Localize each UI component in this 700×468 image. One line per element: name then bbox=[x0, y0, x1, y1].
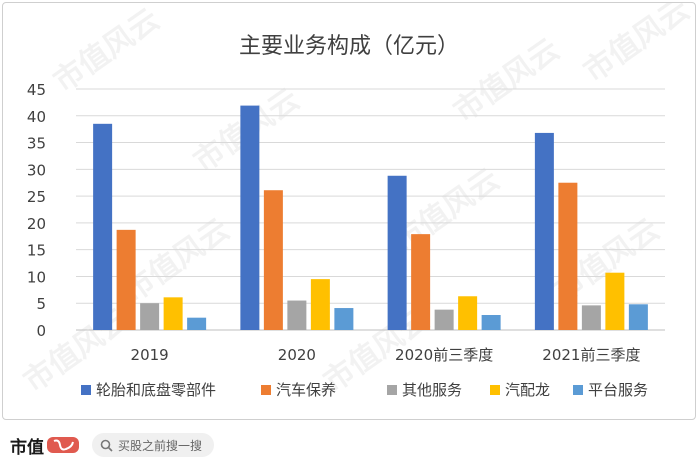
x-tick-label: 2020 bbox=[278, 346, 316, 364]
bar bbox=[434, 309, 454, 330]
y-tick-label: 35 bbox=[27, 135, 46, 153]
watermark-text: 市值风云 bbox=[448, 32, 566, 129]
brand-text: 市值 bbox=[10, 437, 44, 458]
bar bbox=[534, 132, 554, 330]
x-tick-label: 2020前三季度 bbox=[395, 346, 493, 364]
watermark-layer: 市值风云市值风云市值风云市值风云市值风云市值风云市值风云市值风云市值风云 bbox=[18, 3, 696, 400]
bar-chart: 市值风云市值风云市值风云市值风云市值风云市值风云市值风云市值风云市值风云 主要业… bbox=[18, 3, 696, 400]
bar bbox=[458, 296, 478, 330]
y-tick-label: 30 bbox=[27, 161, 46, 179]
watermark-text: 市值风云 bbox=[578, 3, 696, 90]
watermark-text: 市值风云 bbox=[48, 3, 166, 100]
search-box[interactable]: 买股之前搜一搜 bbox=[92, 433, 214, 457]
x-tick-label: 2019 bbox=[131, 346, 169, 364]
legend-swatch bbox=[573, 385, 583, 395]
bar bbox=[581, 305, 601, 330]
bar bbox=[558, 182, 578, 330]
y-tick-label: 0 bbox=[36, 322, 46, 340]
y-tick-label: 15 bbox=[27, 242, 46, 260]
footer: 市值 买股之前搜一搜 bbox=[0, 422, 700, 468]
bar bbox=[605, 272, 625, 330]
bar bbox=[481, 315, 501, 330]
bar bbox=[187, 317, 207, 330]
legend-swatch bbox=[387, 385, 397, 395]
bar bbox=[140, 303, 160, 330]
legend-swatch bbox=[81, 385, 91, 395]
legend-label: 轮胎和底盘零部件 bbox=[96, 381, 216, 399]
x-tick-label: 2021前三季度 bbox=[542, 346, 640, 364]
bar bbox=[287, 300, 307, 330]
bar bbox=[387, 175, 407, 330]
y-tick-label: 25 bbox=[27, 188, 46, 206]
y-tick-label: 5 bbox=[36, 295, 46, 313]
y-tick-label: 20 bbox=[27, 215, 46, 233]
legend: 轮胎和底盘零部件 汽车保养 其他服务 汽配龙 平台服务 bbox=[81, 381, 648, 399]
y-tick-label: 10 bbox=[27, 268, 46, 286]
legend-label: 汽配龙 bbox=[505, 381, 550, 399]
y-axis-ticks: 0 5 10 15 20 25 30 35 40 45 bbox=[27, 81, 46, 340]
chart-title: 主要业务构成（亿元） bbox=[239, 34, 459, 59]
bar bbox=[334, 308, 354, 330]
y-tick-label: 40 bbox=[27, 108, 46, 126]
chart-card: 市值风云市值风云市值风云市值风云市值风云市值风云市值风云市值风云市值风云 主要业… bbox=[2, 2, 696, 420]
bar bbox=[263, 190, 283, 330]
fengyun-logo-icon bbox=[47, 437, 79, 453]
legend-swatch bbox=[261, 385, 271, 395]
brand-logo[interactable]: 市值 bbox=[10, 432, 80, 458]
bar bbox=[93, 123, 113, 330]
bar bbox=[116, 229, 136, 330]
bar bbox=[628, 304, 648, 330]
legend-label: 平台服务 bbox=[588, 381, 648, 399]
y-tick-label: 45 bbox=[27, 81, 46, 99]
legend-label: 其他服务 bbox=[402, 381, 462, 399]
bar bbox=[240, 105, 260, 330]
search-placeholder: 买股之前搜一搜 bbox=[118, 438, 203, 453]
bars bbox=[93, 105, 648, 330]
legend-swatch bbox=[490, 385, 500, 395]
bar bbox=[163, 297, 183, 330]
legend-label: 汽车保养 bbox=[276, 381, 336, 399]
bar bbox=[411, 234, 431, 330]
bar bbox=[310, 279, 330, 330]
search-icon bbox=[100, 439, 113, 452]
x-axis-labels: 2019 2020 2020前三季度 2021前三季度 bbox=[131, 346, 641, 364]
